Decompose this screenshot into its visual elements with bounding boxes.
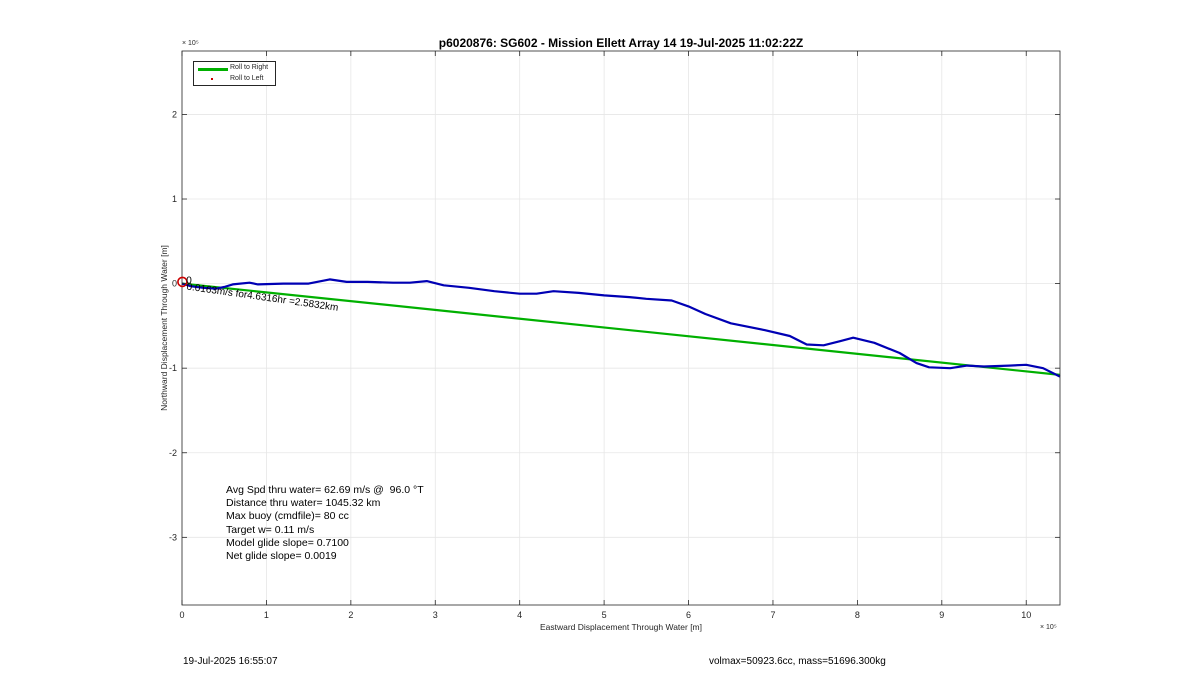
y-tick-label: 0 — [172, 279, 177, 289]
legend: Roll to Right Roll to Left — [193, 61, 276, 86]
stat-distance: Distance thru water= 1045.32 km — [226, 497, 381, 510]
y-tick-label: 1 — [172, 194, 177, 204]
legend-item-roll-right: Roll to Right — [194, 63, 275, 73]
series-line-green — [181, 282, 1061, 376]
stat-model-glide-slope: Model glide slope= 0.7100 — [226, 536, 349, 549]
y-axis-label: Northward Displacement Through Water [m] — [159, 245, 169, 411]
x-tick-label: 6 — [686, 610, 691, 620]
footer-mass-info: volmax=50923.6cc, mass=51696.300kg — [709, 656, 886, 667]
x-tick-label: 10 — [1021, 610, 1031, 620]
y-tick-label: -1 — [169, 363, 177, 373]
series-layer — [181, 278, 1061, 378]
x-tick-label: 4 — [517, 610, 522, 620]
series-line-blue — [181, 278, 1061, 378]
x-tick-label: 1 — [264, 610, 269, 620]
legend-label: Roll to Left — [230, 75, 264, 82]
y-tick-label: -2 — [169, 448, 177, 458]
y-tick-label: 2 — [172, 109, 177, 119]
stat-avg-speed: Avg Spd thru water= 62.69 m/s @ 96.0 °T — [226, 484, 424, 496]
x-tick-label: 5 — [602, 610, 607, 620]
y-tick-label: -3 — [169, 532, 177, 542]
legend-label: Roll to Right — [230, 64, 269, 71]
x-tick-label: 0 — [179, 610, 184, 620]
axes-box — [181, 50, 1061, 606]
stat-target-w: Target w= 0.11 m/s — [226, 523, 315, 536]
footer-timestamp: 19-Jul-2025 16:55:07 — [183, 656, 278, 667]
x-tick-label: 9 — [939, 610, 944, 620]
stats-panel: Avg Spd thru water= 62.69 m/s @ 96.0 °T … — [226, 484, 424, 563]
legend-swatch-dot — [211, 78, 213, 80]
annotation-label: 0 — [186, 276, 192, 287]
stat-max-buoy: Max buoy (cmdfile)= 80 cc — [226, 510, 349, 523]
x-exponent-label: × 10⁵ — [1040, 624, 1057, 631]
stat-net-glide-slope: Net glide slope= 0.0019 — [226, 550, 337, 563]
x-axis-label: Eastward Displacement Through Water [m] — [539, 622, 703, 632]
y-exponent-label: × 10⁵ — [182, 40, 199, 47]
x-tick-label: 2 — [348, 610, 353, 620]
legend-swatch-line — [198, 68, 228, 71]
x-tick-label: 8 — [855, 610, 860, 620]
x-tick-label: 7 — [770, 610, 775, 620]
chart-title: p6020876: SG602 - Mission Ellett Array 1… — [438, 36, 804, 50]
x-tick-label: 3 — [433, 610, 438, 620]
start-marker — [177, 276, 188, 288]
legend-item-roll-left: Roll to Left — [194, 74, 275, 84]
